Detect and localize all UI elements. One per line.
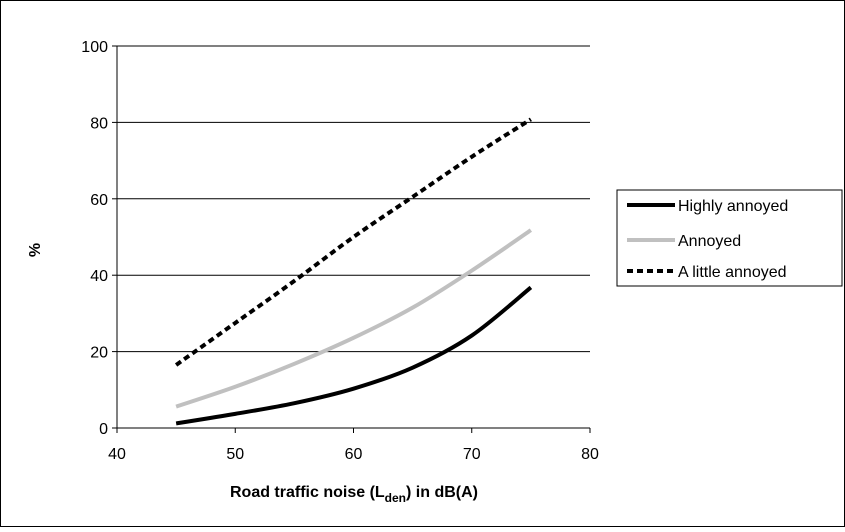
x-tick-label-80: 80 — [581, 446, 599, 463]
series-line-highly-annoyed — [175, 285, 533, 426]
y-axis-title: % — [27, 243, 44, 257]
y-tick-label-80: 80 — [90, 115, 108, 132]
series-line-a-little-annoyed — [174, 117, 532, 367]
x-tick-label-50: 50 — [226, 446, 244, 463]
y-tick-labels: 0 20 40 60 80 100 — [81, 39, 108, 438]
x-tick-labels: 40 50 60 70 80 — [108, 446, 599, 463]
x-axis-title: Road traffic noise (Lden) in dB(A) — [230, 484, 478, 505]
x-axis-title-subscript: den — [385, 491, 406, 505]
y-tick-label-60: 60 — [90, 192, 108, 209]
y-tick-label-0: 0 — [99, 421, 108, 438]
x-tick-label-70: 70 — [463, 446, 481, 463]
y-tick-label-40: 40 — [90, 268, 108, 285]
x-tick-label-40: 40 — [108, 446, 126, 463]
legend-label-annoyed: Annoyed — [678, 233, 741, 250]
axes — [112, 45, 591, 433]
x-axis-title-tail: ) in dB(A) — [406, 484, 478, 501]
y-tick-label-20: 20 — [90, 345, 108, 362]
series-lines — [174, 117, 533, 426]
x-axis-title-main: Road traffic noise (L — [230, 484, 385, 501]
series-line-annoyed — [175, 228, 533, 409]
legend: Highly annoyed Annoyed A little annoyed — [616, 189, 843, 287]
legend-label-a-little-annoyed: A little annoyed — [678, 264, 787, 281]
legend-label-highly-annoyed: Highly annoyed — [678, 198, 788, 215]
y-tick-label-100: 100 — [81, 39, 108, 56]
x-tick-label-60: 60 — [345, 446, 363, 463]
